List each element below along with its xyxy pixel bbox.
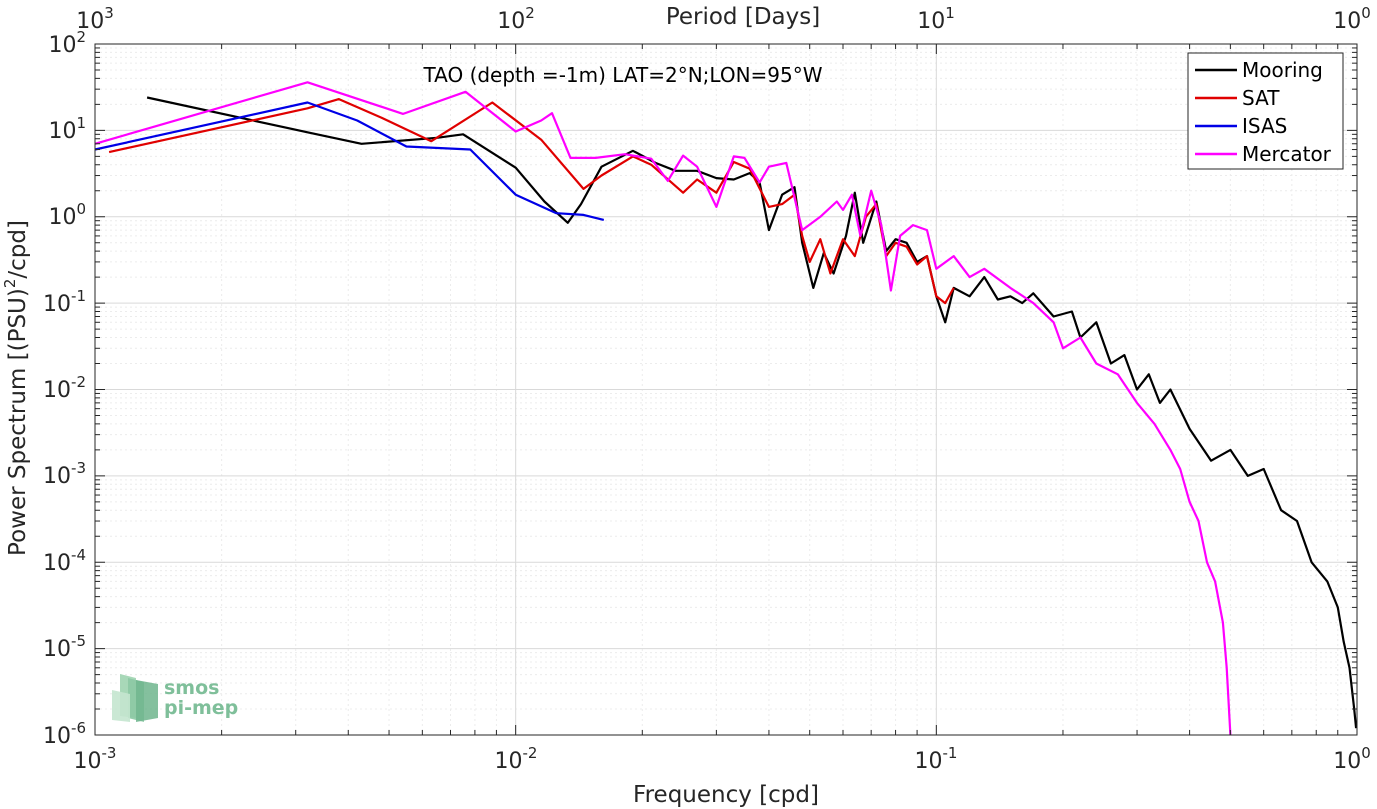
y-tick-label: 10-4 [43,546,86,576]
smos-pimep-logo: smos pi-mep [112,674,238,722]
axis-ticks [94,44,1357,736]
y-tick-label: 10-1 [43,287,86,317]
logo-mark-icon [112,674,158,722]
x-axis-label: Frequency [cpd] [633,782,819,808]
top-tick-label: 100 [1333,4,1371,34]
legend-label: Mercator [1242,142,1332,166]
legend-box [1187,52,1344,170]
x-tick-label: 100 [1333,744,1371,774]
legend-label: ISAS [1242,114,1287,138]
legend-label: SAT [1242,86,1280,110]
y-tick-label: 10-2 [43,373,86,403]
top-tick-label: 101 [917,4,955,34]
series-lines [94,81,1358,736]
top-tick-label: 103 [76,4,114,34]
x-tick-label: 10-3 [74,744,117,774]
y-tick-label: 10-3 [43,459,86,489]
legend: Mooring SAT ISAS Mercator [1187,52,1344,170]
top-axis-label: Period [Days] [666,4,820,30]
logo-text-smos: smos [164,677,219,699]
y-tick-label: 101 [48,114,86,144]
y-tick-label: 102 [48,28,86,58]
top-tick-label: 102 [497,4,535,34]
series-line-isas [94,101,605,221]
chart-title: TAO (depth =-1m) LAT=2°N;LON=95°W [422,63,822,87]
series-line-mercator [94,81,1232,736]
legend-label: Mooring [1242,58,1323,82]
x-tick-label: 10-1 [915,744,958,774]
y-tick-label: 10-6 [43,719,86,749]
y-tick-label: 10-5 [43,632,86,662]
logo-text-pimep: pi-mep [164,697,238,719]
x-tick-label: 10-2 [495,744,538,774]
y-axis-label: Power Spectrum [(PSU)2/cpd] [1,220,31,556]
y-tick-label: 100 [48,200,86,230]
